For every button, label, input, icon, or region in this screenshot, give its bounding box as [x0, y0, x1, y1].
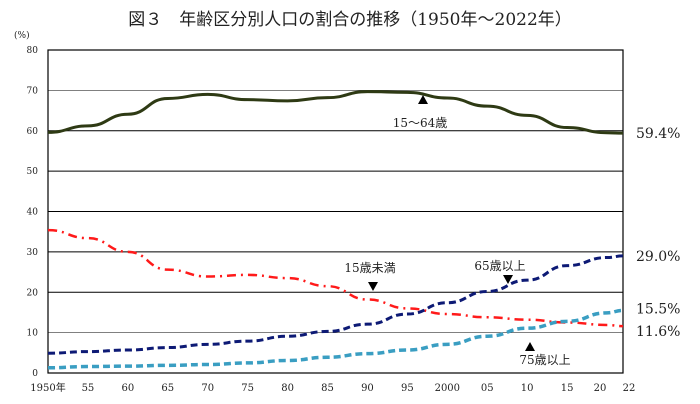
chart-title: 図３ 年齢区分別人口の割合の推移（1950年～2022年）	[128, 10, 572, 30]
series-name-label: 75歳以上	[519, 353, 570, 367]
x-tick-label: 60	[121, 383, 134, 394]
x-tick-label: 80	[281, 383, 294, 394]
x-tick-label: 70	[201, 383, 214, 394]
pointer-triangle-icon	[418, 95, 428, 104]
series-name-label: 65歳以上	[474, 259, 525, 273]
y-tick-label: 10	[27, 329, 39, 339]
end-value-label: 11.6%	[636, 324, 680, 340]
x-tick-label: 1950年	[30, 381, 65, 394]
series-name-label: 15歳未満	[344, 261, 395, 275]
x-tick-label: 10	[521, 383, 534, 394]
end-value-label: 15.5%	[636, 301, 680, 317]
end-value-label: 29.0%	[636, 249, 680, 265]
x-tick-label: 20	[594, 383, 607, 394]
pointer-triangle-icon	[503, 275, 513, 284]
x-tick-label: 55	[82, 383, 95, 394]
x-tick-label: 22	[623, 383, 636, 394]
y-axis-unit: (%)	[14, 30, 30, 41]
x-tick-label: 65	[161, 383, 174, 394]
plot-frame	[47, 49, 624, 374]
y-tick-label: 80	[27, 46, 39, 56]
y-tick-label: 20	[27, 288, 39, 298]
pointer-triangle-icon	[525, 342, 535, 351]
series-line-1	[47, 228, 624, 328]
series-line-3	[47, 308, 624, 370]
end-value-label: 59.4%	[636, 126, 680, 142]
x-tick-label: 15	[561, 383, 574, 394]
y-tick-label: 40	[27, 208, 39, 218]
x-tick-label: 05	[481, 383, 494, 394]
y-tick-label: 50	[27, 167, 39, 177]
x-tick-label: 85	[321, 383, 334, 394]
y-tick-label: 30	[27, 248, 39, 258]
series-line-2	[47, 254, 624, 355]
y-tick-label: 0	[32, 369, 38, 379]
series-name-label: 15～64歳	[393, 116, 448, 130]
series-line-0	[47, 90, 624, 135]
x-tick-label: 95	[401, 383, 414, 394]
pointer-triangle-icon	[368, 282, 378, 291]
x-tick-label: 2000	[435, 383, 460, 394]
x-tick-label: 90	[361, 383, 374, 394]
x-tick-label: 75	[241, 383, 254, 394]
y-tick-label: 70	[27, 86, 39, 96]
y-tick-label: 60	[27, 127, 39, 137]
